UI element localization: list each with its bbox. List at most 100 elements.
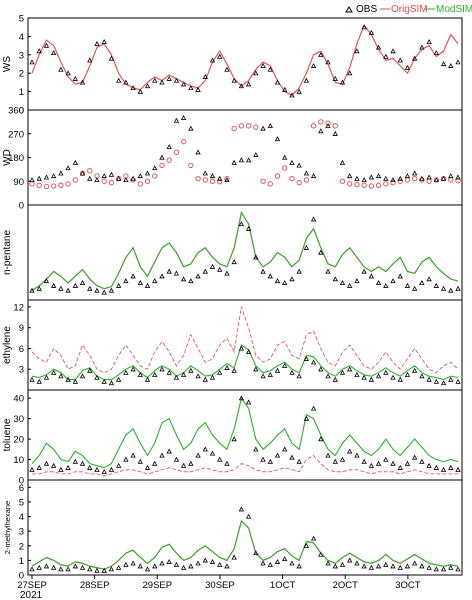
data-point-origsim xyxy=(282,165,288,171)
data-point-obs xyxy=(433,464,440,470)
data-point-obs xyxy=(137,563,143,569)
data-point-origsim xyxy=(253,124,259,130)
data-point-obs xyxy=(152,77,158,83)
data-point-obs xyxy=(310,359,317,365)
data-point-obs xyxy=(115,175,122,181)
data-point-obs xyxy=(166,448,172,454)
data-point-obs xyxy=(65,165,71,171)
x-tick-label: 30SEP xyxy=(205,580,235,591)
data-point-obs xyxy=(159,154,165,160)
data-point-obs xyxy=(448,464,454,470)
data-point-obs xyxy=(224,177,230,183)
data-point-obs xyxy=(426,564,432,570)
data-point-obs xyxy=(332,458,338,464)
panel-5: 0 10 20 30 40 toluene xyxy=(2,389,463,487)
panel-2: 0 90 180 270 360 WD xyxy=(2,106,463,212)
y-tick-label: 4 xyxy=(19,512,24,523)
data-point-origsim xyxy=(36,182,42,188)
panel-frame xyxy=(27,17,463,111)
data-point-obs xyxy=(347,557,353,563)
series-line-modsim xyxy=(31,344,459,381)
data-point-obs xyxy=(36,48,42,54)
data-point-obs xyxy=(383,369,389,375)
data-point-obs xyxy=(383,561,389,567)
data-point-obs xyxy=(173,117,180,123)
data-point-obs xyxy=(238,221,245,227)
data-point-origsim xyxy=(224,175,230,182)
data-point-obs xyxy=(115,282,122,288)
data-point-obs xyxy=(159,366,165,372)
panel-series xyxy=(29,395,461,477)
data-point-obs xyxy=(245,225,252,231)
data-point-origsim xyxy=(202,177,208,183)
data-point-obs xyxy=(433,282,440,288)
data-point-obs xyxy=(253,446,259,452)
data-point-obs xyxy=(260,125,266,131)
data-point-obs xyxy=(296,268,302,274)
data-point-obs xyxy=(79,460,86,466)
data-point-obs xyxy=(79,280,86,286)
data-point-obs xyxy=(115,376,122,382)
data-point-obs xyxy=(202,557,208,563)
data-point-obs xyxy=(238,157,245,163)
data-point-obs xyxy=(347,70,353,76)
data-point-obs xyxy=(289,159,295,165)
data-point-obs xyxy=(325,373,331,379)
data-point-obs xyxy=(144,376,151,382)
data-point-obs xyxy=(448,173,454,179)
data-point-obs xyxy=(433,566,440,572)
data-point-obs xyxy=(433,177,440,183)
data-point-obs xyxy=(375,373,382,379)
data-point-origsim xyxy=(144,178,151,184)
data-point-obs xyxy=(332,376,338,382)
legend-obs-label: OBS xyxy=(356,4,377,15)
data-point-obs xyxy=(318,551,324,557)
data-point-obs xyxy=(354,452,360,458)
series-line-origsim xyxy=(31,211,459,291)
data-point-obs xyxy=(361,563,367,569)
y-axis-label: n-pentane xyxy=(2,230,13,275)
data-point-origsim xyxy=(65,181,71,187)
data-point-obs xyxy=(123,561,129,567)
data-point-obs xyxy=(397,57,403,63)
data-point-obs xyxy=(231,159,237,165)
data-point-origsim xyxy=(231,125,237,132)
data-point-origsim xyxy=(303,177,310,183)
data-point-obs xyxy=(412,55,418,61)
data-point-origsim xyxy=(325,120,331,126)
data-point-obs xyxy=(303,415,310,421)
y-tick-label: 270 xyxy=(8,129,24,140)
data-point-obs xyxy=(383,456,389,462)
panel-series xyxy=(29,306,461,386)
data-point-obs xyxy=(94,40,100,46)
data-point-obs xyxy=(209,450,216,456)
data-point-obs xyxy=(130,85,136,91)
data-point-obs xyxy=(419,44,425,50)
data-point-obs xyxy=(58,566,64,572)
data-point-obs xyxy=(253,152,259,157)
data-point-obs xyxy=(130,560,136,566)
data-point-obs xyxy=(325,560,331,566)
data-point-obs xyxy=(195,273,201,279)
legend-origsim-label: OrigSIM xyxy=(391,4,428,15)
data-point-obs xyxy=(144,566,151,572)
data-point-obs xyxy=(217,561,223,567)
y-tick-label: 90 xyxy=(13,177,24,188)
x-tick-label: 1OCT xyxy=(270,580,296,591)
data-point-obs xyxy=(347,366,353,372)
data-point-obs xyxy=(217,175,223,181)
data-point-origsim xyxy=(173,149,180,155)
y-tick-label: 0 xyxy=(19,571,24,582)
data-point-obs xyxy=(375,460,382,466)
data-point-origsim xyxy=(87,168,93,174)
data-point-obs xyxy=(123,278,129,284)
data-point-obs xyxy=(282,446,288,452)
data-point-obs xyxy=(455,285,461,291)
data-point-obs xyxy=(404,563,411,569)
data-point-obs xyxy=(339,79,346,85)
data-point-obs xyxy=(101,173,107,179)
data-point-obs xyxy=(368,29,375,35)
y-axis-label: WD xyxy=(2,149,13,166)
data-point-obs xyxy=(130,175,136,181)
y-tick-label: 0 xyxy=(19,106,24,117)
